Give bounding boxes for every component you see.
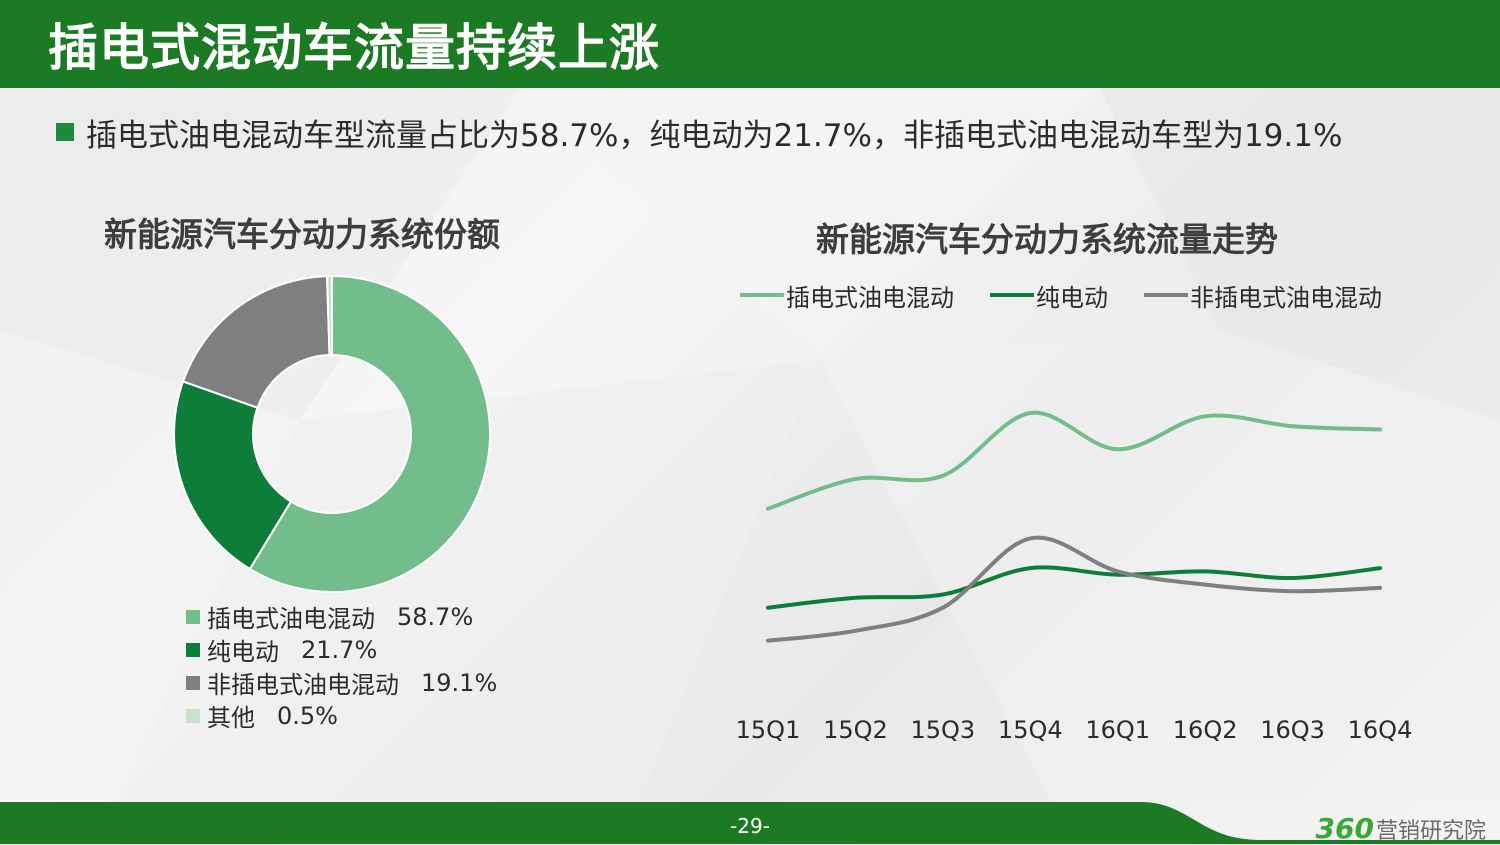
donut-chart-title: 新能源汽车分动力系统份额	[104, 215, 500, 254]
donut-chart	[173, 274, 491, 593]
donut-legend-label: 纯电动	[207, 638, 279, 666]
series-line-0	[766, 410, 1382, 511]
brand-logo: 360 营销研究院	[1316, 812, 1486, 845]
legend-swatch-icon	[186, 708, 200, 723]
line-legend-label: 非插电式油电混动	[1190, 283, 1382, 312]
x-tick-label: 16Q4	[1348, 716, 1413, 744]
x-tick-label: 15Q1	[736, 716, 801, 744]
bullet-square-icon	[56, 123, 74, 141]
x-tick-label: 16Q3	[1260, 716, 1325, 744]
page-title: 插电式混动车流量持续上涨	[48, 19, 660, 77]
line-chart-title: 新能源汽车分动力系统流量走势	[816, 220, 1278, 259]
series-line-2	[766, 535, 1382, 643]
line-legend-item: 非插电式油电混动	[1144, 278, 1382, 313]
line-chart: 15Q1 15Q2 15Q3 15Q4 16Q1 16Q2 16Q3 16Q4	[736, 410, 1413, 744]
summary-text: 插电式油电混动车型流量占比为58.7%，纯电动为21.7%，非插电式油电混动车型…	[86, 117, 1343, 154]
x-tick-label: 16Q1	[1085, 716, 1150, 744]
series-line-1	[766, 565, 1382, 610]
footer-bar	[0, 802, 1500, 844]
donut-legend-item: 纯电动 21.7%	[186, 633, 497, 666]
x-tick-label: 15Q4	[998, 716, 1063, 744]
legend-swatch-icon	[186, 642, 200, 657]
legend-line-icon	[1144, 293, 1188, 297]
line-legend-item: 插电式油电混动	[740, 278, 954, 313]
legend-line-icon	[740, 293, 784, 297]
donut-legend-item: 插电式油电混动 58.7%	[186, 600, 497, 633]
donut-legend-label: 非插电式油电混动	[207, 671, 399, 699]
line-legend-label: 插电式油电混动	[786, 283, 954, 312]
donut-legend-label: 插电式油电混动	[207, 605, 375, 633]
page-number: -29-	[730, 814, 770, 838]
donut-slice-2	[181, 275, 331, 409]
donut-legend: 插电式油电混动 58.7% 纯电动 21.7% 非插电式油电混动 19.1% 其他 0.5%	[186, 600, 497, 732]
line-legend: 插电式油电混动 纯电动 非插电式油电混动	[740, 277, 1418, 313]
line-legend-label: 纯电动	[1036, 283, 1108, 312]
donut-slice-0	[248, 274, 491, 593]
donut-legend-label: 其他	[207, 704, 255, 732]
brand-number: 360	[1315, 812, 1374, 845]
donut-legend-value: 19.1%	[421, 668, 498, 697]
donut-legend-value: 0.5%	[277, 701, 338, 730]
header-bar: 插电式混动车流量持续上涨	[0, 0, 1500, 88]
donut-legend-value: 21.7%	[301, 635, 378, 664]
donut-legend-value: 58.7%	[397, 602, 474, 631]
donut-legend-item: 其他 0.5%	[186, 699, 497, 732]
donut-slice-1	[173, 380, 293, 571]
donut-slice-3	[326, 274, 333, 357]
legend-swatch-icon	[186, 609, 200, 624]
donut-legend-item: 非插电式油电混动 19.1%	[186, 666, 497, 699]
x-tick-label: 15Q2	[823, 716, 888, 744]
x-tick-label: 16Q2	[1173, 716, 1238, 744]
legend-swatch-icon	[186, 675, 200, 690]
line-legend-item: 纯电动	[990, 278, 1108, 313]
legend-line-icon	[990, 293, 1034, 297]
summary-bullet: 插电式油电混动车型流量占比为58.7%，纯电动为21.7%，非插电式油电混动车型…	[56, 110, 1342, 154]
brand-text: 营销研究院	[1375, 819, 1486, 844]
x-tick-label: 15Q3	[911, 716, 976, 744]
